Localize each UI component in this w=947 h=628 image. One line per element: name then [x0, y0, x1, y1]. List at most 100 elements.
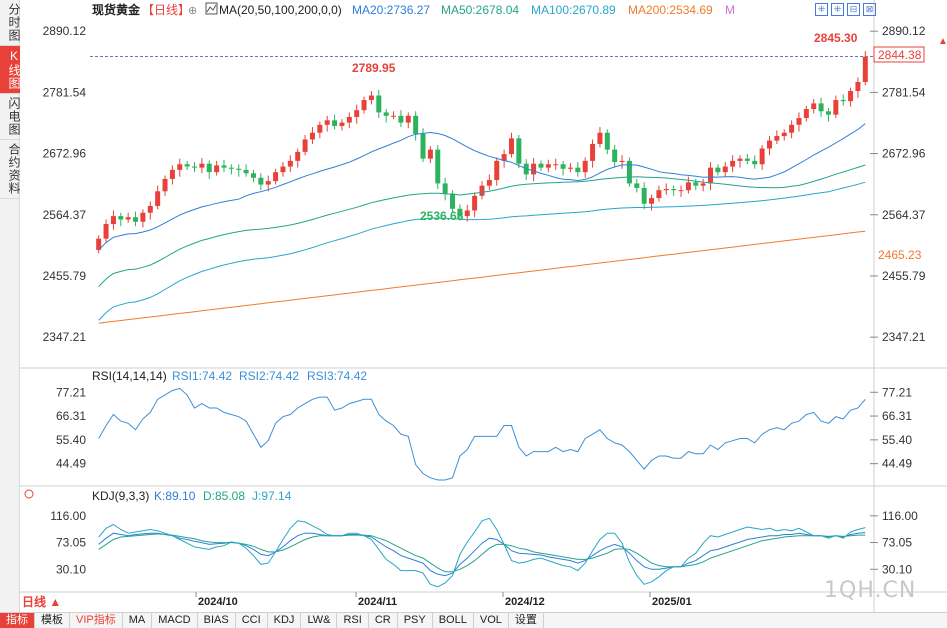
candle-body — [236, 168, 242, 170]
rsi1-value: RSI1:74.42 — [172, 369, 232, 383]
indicator-tab-0[interactable]: 指标 — [0, 613, 35, 628]
scroll-up-icon[interactable]: ▲ — [938, 36, 947, 47]
candle-body — [700, 183, 706, 186]
candle-body — [516, 138, 522, 164]
candle-body — [118, 216, 124, 220]
indicator-tab-lw[interactable]: LW& — [301, 613, 338, 628]
indicator-tab-psy[interactable]: PSY — [398, 613, 433, 628]
main-chart — [90, 50, 874, 324]
candle-body — [184, 164, 190, 167]
candle-body — [612, 149, 618, 163]
candle-body — [693, 182, 699, 186]
candle-body — [619, 160, 625, 163]
low-annotation: 2536.68 — [420, 209, 464, 223]
add-indicator-icon[interactable]: ⊕ — [188, 5, 197, 17]
zoom-out-icon[interactable]: ⊟ — [847, 3, 860, 16]
candle-body — [361, 100, 367, 111]
candle-body — [450, 193, 456, 209]
candle-body — [96, 238, 102, 250]
reset-icon[interactable]: ⊠ — [863, 3, 876, 16]
candle-body — [383, 112, 389, 116]
candle-body — [405, 115, 411, 123]
indicator-tab-bias[interactable]: BIAS — [198, 613, 236, 628]
tab-timeshare[interactable]: 分时图 — [0, 0, 21, 46]
ma100-line — [98, 181, 866, 321]
indicator-tab-kdj[interactable]: KDJ — [268, 613, 302, 628]
ma-settings-icon[interactable] — [205, 2, 218, 15]
x-axis-label: 2024/11 — [358, 596, 397, 608]
kdj-d-line — [98, 533, 866, 573]
candle-body — [678, 190, 684, 192]
indicator-tab-cr[interactable]: CR — [369, 613, 398, 628]
candle-body — [545, 164, 551, 168]
candle-body — [368, 95, 374, 101]
tab-kline[interactable]: K线图 — [0, 46, 21, 94]
toolbar-icons: ⁜ ⁜ ⊟ ⊠ — [815, 3, 876, 16]
kdj-panel: 116.00 116.00 73.05 73.05 30.10 30.10 — [50, 509, 918, 588]
indicator-tab-boll[interactable]: BOLL — [433, 613, 474, 628]
candle-body — [354, 110, 360, 117]
period-label: 【日线】 — [142, 3, 190, 17]
kdj-d-value: D:85.08 — [203, 489, 245, 503]
candle-body — [774, 136, 780, 141]
rsi3-value: RSI3:74.42 — [307, 369, 367, 383]
candle-body — [715, 167, 721, 173]
candle-body — [420, 133, 426, 159]
m-label: M — [725, 3, 735, 17]
expand-icon[interactable]: ⁜ — [831, 3, 844, 16]
indicator-tab-cci[interactable]: CCI — [236, 613, 268, 628]
rsi-axis-label-left: 55.40 — [56, 433, 86, 447]
rsi-axis-label-right: 44.49 — [882, 457, 912, 471]
price-axis-label-left: 2347.21 — [43, 330, 87, 344]
indicator-tab-macd[interactable]: MACD — [152, 613, 198, 628]
ma200-price-tag: 2465.23 — [878, 248, 922, 262]
candle-body — [840, 100, 846, 102]
kdj-axis-label-left: 30.10 — [56, 562, 86, 576]
candle-body — [671, 189, 677, 191]
candle-body — [250, 173, 256, 178]
indicator-tab-ma[interactable]: MA — [123, 613, 153, 628]
candle-body — [825, 111, 831, 115]
period-selector-button[interactable]: 日线 ▲ — [22, 595, 62, 609]
candle-body — [752, 160, 758, 165]
candle-body — [147, 205, 153, 213]
rsi-axis-label-right: 66.31 — [882, 409, 912, 423]
tab-flash[interactable]: 闪电图 — [0, 94, 21, 140]
indicator-tab-1[interactable]: 模板 — [35, 613, 70, 628]
candle-body — [309, 132, 315, 140]
fullscreen-icon[interactable]: ⁜ — [815, 3, 828, 16]
x-axis-label: 2024/12 — [505, 596, 545, 608]
candle-body — [494, 160, 500, 181]
candle-body — [811, 103, 817, 110]
indicator-tab-vol[interactable]: VOL — [474, 613, 509, 628]
candle-body — [796, 118, 802, 125]
candle-body — [413, 115, 419, 134]
kdj-j-value: J:97.14 — [252, 489, 292, 503]
candle-body — [162, 178, 168, 192]
indicator-tab-rsi[interactable]: RSI — [337, 613, 369, 628]
candle-body — [634, 183, 640, 188]
kdj-axis-label-right: 116.00 — [882, 509, 918, 523]
price-axis-label-left: 2455.79 — [43, 269, 87, 283]
candle-body — [317, 124, 323, 133]
candle-body — [486, 180, 492, 186]
price-axis-label-right: 2890.12 — [882, 24, 926, 38]
kdj-settings-icon[interactable] — [24, 489, 34, 499]
price-axis-label-left: 2672.96 — [43, 147, 87, 161]
candle-body — [766, 140, 772, 149]
candle-body — [789, 124, 795, 133]
indicator-tab-vip[interactable]: VIP指标 — [70, 613, 123, 628]
ma200-value: MA200:2534.69 — [628, 3, 713, 17]
ma100-value: MA100:2670.89 — [531, 3, 616, 17]
watermark: 1QH.CN — [824, 578, 917, 603]
tab-contract-info[interactable]: 合约资料 — [0, 140, 21, 199]
symbol-title: 现货黄金 — [92, 2, 141, 17]
indicator-tab-14[interactable]: 设置 — [509, 613, 544, 628]
candle-body — [538, 163, 544, 168]
candle-body — [280, 166, 286, 173]
ma50-line — [98, 164, 866, 287]
candle-body — [737, 158, 743, 161]
candle-body — [818, 103, 824, 112]
last-price-tag — [873, 46, 925, 63]
candle-body — [855, 81, 861, 92]
